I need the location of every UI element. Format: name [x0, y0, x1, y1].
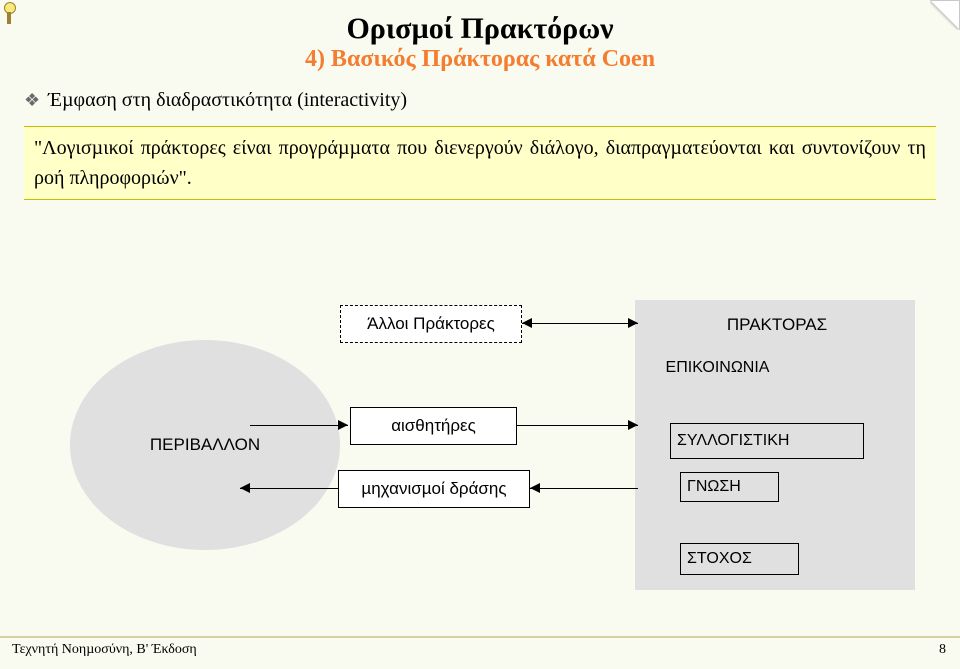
actuators-node: µηχανισµοί δράσης — [338, 470, 530, 508]
communication-label: ΕΠΙΚΟΙΝΩΝΙΑ — [666, 359, 770, 377]
reasoning-node: ΣΥΛΛΟΓΙΣΤΙΚΗ — [670, 423, 864, 459]
arrow-head-sensors-to-comm — [628, 420, 638, 430]
page-dogear-icon — [930, 0, 960, 30]
arrow-line-comm-to-actuators — [530, 488, 638, 489]
other-agents-label: Άλλοι Πράκτορες — [367, 314, 495, 334]
goal-node: ΣΤΟΧΟΣ — [680, 543, 799, 575]
sensors-label: αισθητήρες — [391, 416, 476, 436]
footer-rule — [0, 636, 960, 638]
lamp-icon — [0, 0, 18, 28]
knowledge-label: ΓΝΩΣΗ — [687, 478, 741, 496]
emphasis-bullet: ❖ Έµφαση στη διαδραστικότητα (interactiv… — [24, 89, 936, 112]
arrow-head-env-to-sensors — [338, 420, 348, 430]
emphasis-text: Έµφαση στη διαδραστικότητα (interactivit… — [48, 89, 407, 112]
goal-label: ΣΤΟΧΟΣ — [687, 550, 752, 568]
agent-title-node: ΠΡΑΚΤΟΡΑΣ — [702, 310, 852, 340]
agent-title-label: ΠΡΑΚΤΟΡΑΣ — [727, 315, 827, 335]
actuators-label: µηχανισµοί δράσης — [361, 479, 506, 499]
arrow-line-actuators-to-env — [240, 488, 338, 489]
arrow-head-actuators-to-env — [240, 483, 250, 493]
slide-title: Ορισµοί Πρακτόρων — [24, 12, 936, 46]
reasoning-label: ΣΥΛΛΟΓΙΣΤΙΚΗ — [677, 432, 789, 450]
sensors-node: αισθητήρες — [350, 407, 517, 445]
arrow-head-other-agents-to-comm — [522, 318, 532, 328]
arrow-line-env-to-sensors — [250, 425, 348, 426]
knowledge-node: ΓΝΩΣΗ — [680, 472, 779, 502]
communication-node: ΕΠΙΚΟΙΝΩΝΙΑ — [645, 353, 790, 383]
arrow-head-comm-to-actuators — [530, 483, 540, 493]
arrow-line-other-agents-to-comm — [522, 323, 638, 324]
agent-diagram: ΠΕΡΙΒΑΛΛΟΝ ΠΡΑΚΤΟΡΑΣ ΕΠΙΚΟΙΝΩΝΙΑ ΣΥΛΛΟΓΙ… — [40, 300, 920, 620]
arrow-line-sensors-to-comm — [517, 425, 638, 426]
environment-label: ΠΕΡΙΒΑΛΛΟΝ — [150, 435, 260, 455]
definition-box: "Λογισµικοί πράκτορες είναι προγράµµατα … — [24, 126, 936, 200]
arrow-head-other-agents-to-comm — [628, 318, 638, 328]
diamond-bullet-icon: ❖ — [24, 90, 40, 111]
footer-page-number: 8 — [939, 642, 946, 658]
slide-subtitle: 4) Βασικός Πράκτορας κατά Coen — [24, 46, 936, 73]
definition-text: "Λογισµικοί πράκτορες είναι προγράµµατα … — [34, 137, 926, 189]
other-agents-node: Άλλοι Πράκτορες — [340, 305, 522, 343]
slide-page: Ορισµοί Πρακτόρων 4) Βασικός Πράκτορας κ… — [0, 0, 960, 669]
footer-source: Τεχνητή Νοηµοσύνη, B' Έκδοση — [12, 642, 197, 658]
environment-node: ΠΕΡΙΒΑΛΛΟΝ — [70, 340, 340, 550]
